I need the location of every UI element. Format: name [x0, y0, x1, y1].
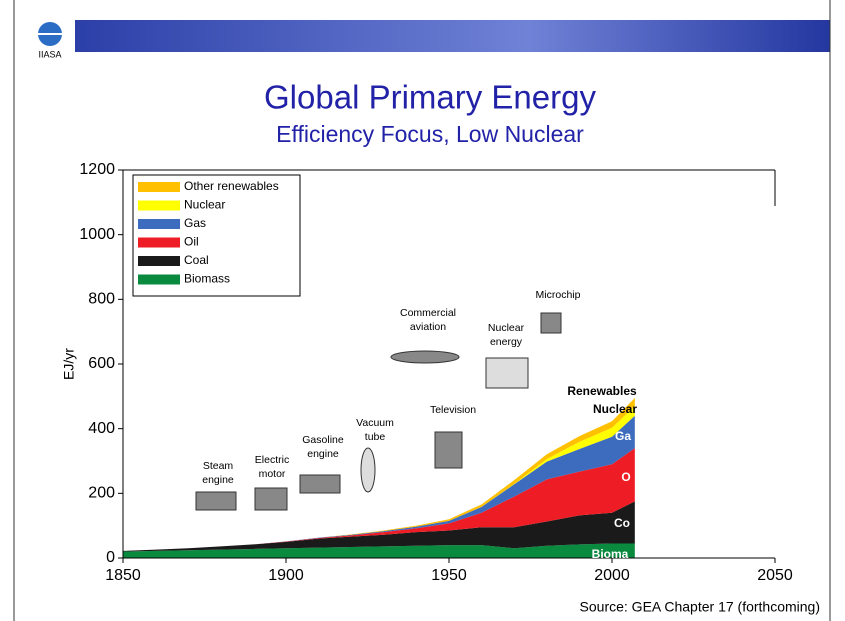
banner — [75, 20, 830, 52]
area-label: Renewables — [567, 384, 637, 398]
legend-swatch — [138, 219, 180, 229]
annotation: Television — [430, 404, 476, 416]
y-tick-label: 400 — [88, 420, 115, 437]
page: {"logo": "IIASA", "chart_data": {"type":… — [0, 0, 845, 621]
x-tick-label: 2000 — [594, 567, 630, 584]
x-tick-label: 1900 — [268, 567, 304, 584]
y-tick-label: 1200 — [79, 161, 115, 178]
x-tick-label: 2050 — [757, 567, 793, 584]
icon-nuclear — [486, 358, 528, 388]
icon-aviation — [391, 351, 459, 363]
icon-steam-engine — [196, 492, 236, 510]
logo-text: IIASA — [38, 49, 61, 59]
legend-label: Gas — [184, 216, 206, 230]
source: Source: GEA Chapter 17 (forthcoming) — [580, 599, 820, 615]
icon-vacuum-tube — [361, 448, 375, 492]
legend-swatch — [138, 201, 180, 211]
legend-label: Coal — [184, 253, 209, 267]
legend-swatch — [138, 275, 180, 285]
icon-microchip — [541, 313, 561, 333]
y-axis-label: EJ/yr — [61, 348, 77, 380]
area-label: O — [621, 470, 630, 484]
legend-label: Biomass — [184, 272, 230, 286]
legend-swatch — [138, 256, 180, 266]
legend-label: Nuclear — [184, 198, 225, 212]
y-tick-label: 1000 — [79, 226, 115, 243]
chart-title: Global Primary Energy — [264, 79, 596, 116]
area-label: Ga — [615, 429, 631, 443]
chart: IIASA Global Primary Energy Efficiency F… — [0, 0, 845, 621]
chart-subtitle: Efficiency Focus, Low Nuclear — [276, 121, 584, 147]
area-label: Nuclear — [593, 402, 637, 416]
icon-television — [435, 432, 462, 468]
area-label: Bioma — [592, 547, 629, 561]
annotation: Microchip — [536, 289, 581, 301]
legend-label: Other renewables — [184, 179, 279, 193]
y-tick-label: 0 — [106, 549, 115, 566]
x-tick-label: 1950 — [431, 567, 467, 584]
legend-swatch — [138, 182, 180, 192]
legend-swatch — [138, 238, 180, 248]
x-tick-label: 1850 — [105, 567, 141, 584]
legend-label: Oil — [184, 235, 199, 249]
icon-gasoline-engine — [300, 475, 340, 493]
area-label: Co — [614, 516, 630, 530]
y-tick-label: 600 — [88, 355, 115, 372]
y-tick-label: 200 — [88, 485, 115, 502]
icon-electric-motor — [255, 488, 287, 510]
y-tick-label: 800 — [88, 291, 115, 308]
